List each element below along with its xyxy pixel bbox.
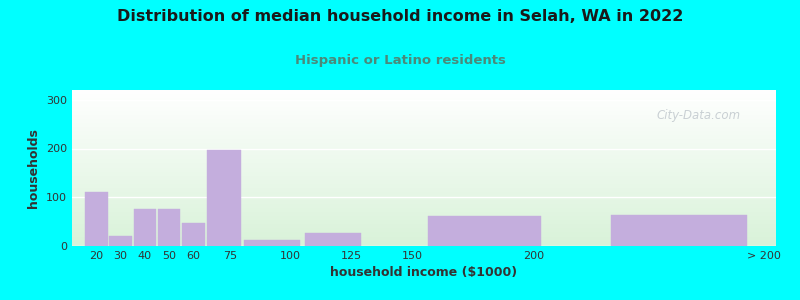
Text: Hispanic or Latino residents: Hispanic or Latino residents [294, 54, 506, 67]
Bar [206, 150, 241, 246]
Bar [428, 216, 541, 246]
Bar [244, 240, 301, 246]
Text: Distribution of median household income in Selah, WA in 2022: Distribution of median household income … [117, 9, 683, 24]
Text: City-Data.com: City-Data.com [656, 109, 741, 122]
Y-axis label: households: households [27, 128, 41, 208]
Bar [305, 233, 361, 246]
Bar [182, 223, 205, 246]
Bar [134, 209, 156, 246]
X-axis label: household income ($1000): household income ($1000) [330, 266, 518, 279]
Bar [110, 236, 132, 246]
Bar [158, 209, 180, 246]
Bar [85, 192, 107, 246]
Bar [611, 215, 746, 246]
